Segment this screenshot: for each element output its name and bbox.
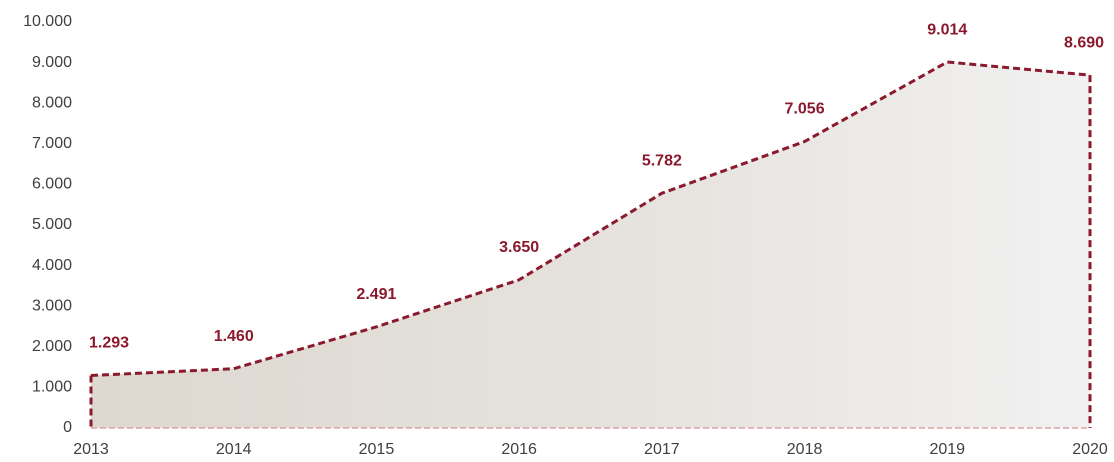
x-tick-label: 2017 <box>644 441 680 458</box>
y-tick-label: 8.000 <box>32 94 72 111</box>
y-tick-label: 1.000 <box>32 379 72 396</box>
x-tick-label: 2013 <box>73 441 109 458</box>
y-tick-label: 10.000 <box>23 13 72 30</box>
data-label: 8.690 <box>1064 34 1104 51</box>
y-tick-label: 3.000 <box>32 297 72 314</box>
data-label: 1.293 <box>89 335 129 352</box>
x-tick-label: 2015 <box>359 441 395 458</box>
y-tick-label: 2.000 <box>32 338 72 355</box>
data-label: 3.650 <box>499 239 539 256</box>
data-label: 2.491 <box>356 286 396 303</box>
y-tick-label: 9.000 <box>32 54 72 71</box>
data-label: 9.014 <box>927 21 967 38</box>
x-tick-label: 2018 <box>787 441 823 458</box>
y-tick-label: 0 <box>63 419 72 436</box>
x-tick-label: 2016 <box>501 441 537 458</box>
x-tick-label: 2014 <box>216 441 252 458</box>
x-tick-label: 2020 <box>1072 441 1108 458</box>
chart: 0 1.000 2.000 3.000 4.000 5.000 6.000 7.000 8.00… <box>0 0 1114 462</box>
data-label: 7.056 <box>785 101 825 118</box>
y-tick-label: 4.000 <box>32 257 72 274</box>
data-label: 5.782 <box>642 152 682 169</box>
data-label: 1.460 <box>214 328 254 345</box>
y-tick-label: 7.000 <box>32 135 72 152</box>
area-fill <box>91 62 1090 428</box>
y-tick-label: 6.000 <box>32 176 72 193</box>
y-tick-label: 5.000 <box>32 216 72 233</box>
x-tick-label: 2019 <box>929 441 965 458</box>
